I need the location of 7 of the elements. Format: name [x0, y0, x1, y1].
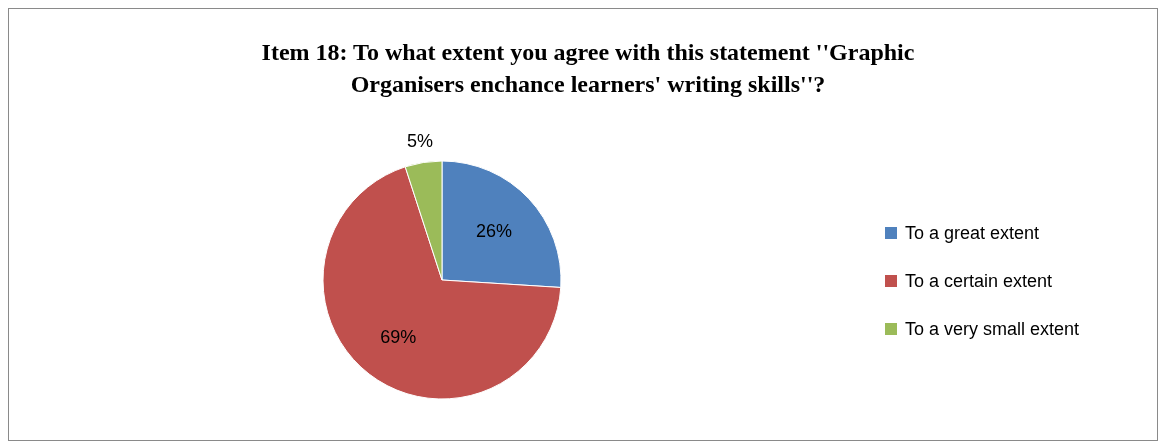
legend-label: To a very small extent — [905, 319, 1080, 340]
legend-label: To a certain extent — [905, 271, 1053, 292]
chart-title: Item 18: To what extent you agree with this statement ''Graphic Organisers enchance learners' writing skills''? — [261, 39, 915, 97]
legend-label: To a great extent — [905, 223, 1040, 244]
data-label: 69% — [380, 326, 417, 347]
data-label: 5% — [406, 131, 433, 152]
data-label: 26% — [476, 221, 513, 242]
